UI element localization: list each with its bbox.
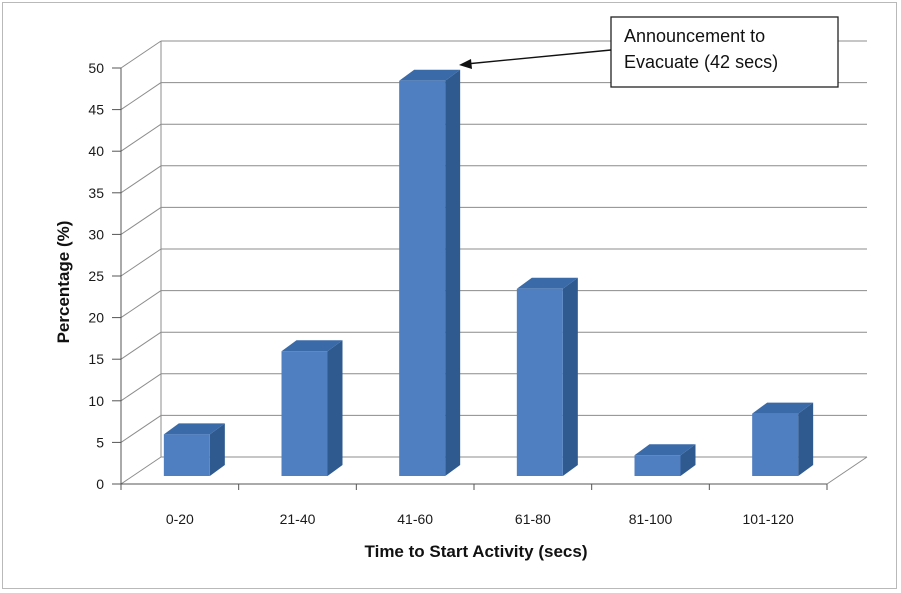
- y-tick-label: 25: [88, 268, 104, 284]
- callout-box: [610, 16, 839, 88]
- bar-front: [634, 455, 681, 476]
- y-tick-label: 15: [88, 351, 104, 367]
- bar-front: [399, 80, 446, 477]
- floor-right-edge: [826, 456, 868, 485]
- gridline-depth: [120, 248, 162, 277]
- y-tick-label: 45: [88, 102, 104, 118]
- gridline-depth: [120, 82, 162, 111]
- bar-top: [752, 402, 814, 414]
- y-tick-label: 50: [88, 60, 104, 76]
- callout-arrowhead-icon: [459, 59, 472, 69]
- callout-arrow: [465, 49, 612, 65]
- gridline-depth: [120, 40, 162, 69]
- gridline-depth: [120, 165, 162, 194]
- gridline-depth: [120, 123, 162, 152]
- bar-side: [209, 423, 225, 476]
- bar-top: [163, 423, 225, 435]
- y-tick-label: 30: [88, 226, 104, 242]
- y-tick-labels: 0 5 10 15 20 25 30 35 40 45 50: [88, 60, 104, 492]
- annotation-callout: Announcement to Evacuate (42 secs): [459, 16, 839, 88]
- callout-line-2: Evacuate (42 secs): [624, 52, 778, 72]
- x-tick-label: 81-100: [629, 511, 673, 527]
- x-tick-label: 101-120: [742, 511, 794, 527]
- gridline-depth: [120, 373, 162, 402]
- bar-side: [562, 277, 578, 476]
- bar: [634, 444, 696, 476]
- y-tick-label: 35: [88, 185, 104, 201]
- bar: [163, 423, 225, 476]
- bars: [163, 69, 814, 477]
- bar-top: [399, 69, 461, 81]
- x-tick-label: 21-40: [280, 511, 316, 527]
- y-axis-title: Percentage (%): [54, 221, 73, 344]
- bar-front: [752, 413, 799, 476]
- bar-side: [445, 69, 461, 477]
- gridline-depth: [120, 290, 162, 319]
- bar: [281, 340, 343, 476]
- bar-side: [798, 402, 814, 476]
- x-tick-label: 0-20: [166, 511, 194, 527]
- gridline-depth: [120, 456, 162, 485]
- gridline-depth: [120, 331, 162, 360]
- bar-front: [516, 288, 563, 476]
- x-tick-label: 41-60: [397, 511, 433, 527]
- x-tick-labels: 0-20 21-40 41-60 61-80 81-100 101-120: [166, 511, 794, 527]
- grid-layer: [112, 40, 868, 490]
- y-tick-label: 0: [96, 476, 104, 492]
- callout-line-1: Announcement to: [624, 26, 765, 46]
- bar-top: [516, 277, 578, 289]
- y-tick-label: 20: [88, 310, 104, 326]
- bar: [516, 277, 578, 476]
- x-axis-title: Time to Start Activity (secs): [365, 542, 588, 561]
- y-tick-label: 5: [96, 434, 104, 450]
- x-tick-label: 61-80: [515, 511, 551, 527]
- bar-side: [327, 340, 343, 476]
- bar-top: [281, 340, 343, 352]
- bar-front: [163, 434, 210, 476]
- bar-side: [680, 444, 696, 476]
- gridline-depth: [120, 414, 162, 443]
- y-tick-label: 10: [88, 393, 104, 409]
- bar: [399, 69, 461, 477]
- bar-front: [281, 351, 328, 476]
- y-tick-label: 40: [88, 143, 104, 159]
- bar-top: [634, 444, 696, 456]
- bar: [752, 402, 814, 476]
- gridline-depth: [120, 206, 162, 235]
